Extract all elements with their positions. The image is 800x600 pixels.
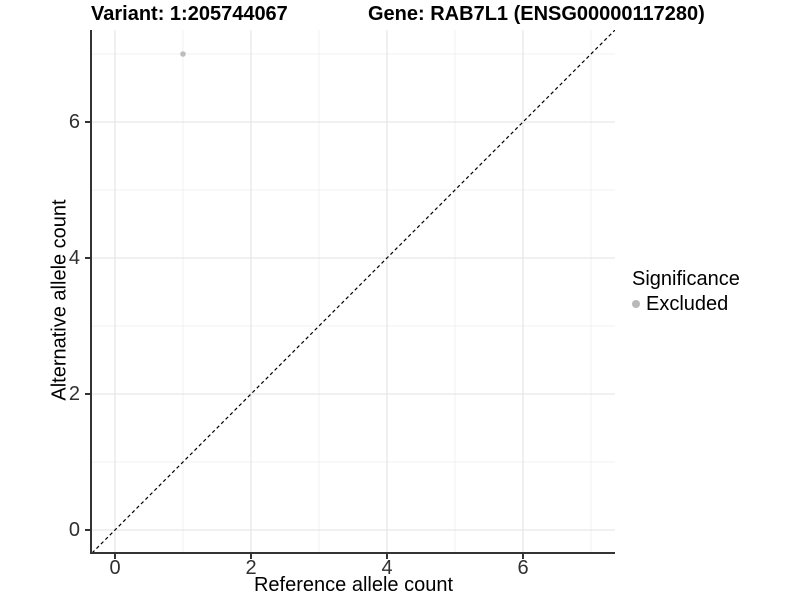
x-tick-mark — [386, 554, 388, 559]
legend-item-label: Excluded — [646, 293, 729, 315]
plot-panel — [91, 29, 616, 554]
legend: Significance Excluded — [632, 268, 740, 315]
data-point-excluded — [180, 51, 186, 57]
y-tick-mark — [85, 529, 90, 531]
y-tick-label: 2 — [68, 383, 80, 405]
y-tick-mark — [85, 257, 90, 259]
x-axis-line — [90, 552, 615, 554]
x-tick-mark — [522, 554, 524, 559]
y-tick-label: 0 — [68, 519, 80, 541]
y-tick-mark — [85, 121, 90, 123]
y-tick-mark — [85, 393, 90, 395]
y-axis-title: Alternative allele count — [48, 199, 71, 401]
plot-title-gene: Gene: RAB7L1 (ENSG00000117280) — [368, 3, 705, 25]
x-axis-title: Reference allele count — [253, 574, 453, 596]
x-tick-label: 2 — [245, 557, 257, 579]
excluded-dot-icon — [632, 300, 640, 308]
major-gridlines — [92, 30, 615, 553]
legend-item-excluded: Excluded — [632, 293, 740, 315]
x-tick-label: 0 — [109, 557, 121, 579]
y-tick-label: 6 — [68, 111, 80, 133]
x-tick-label: 6 — [517, 557, 529, 579]
legend-title: Significance — [632, 268, 740, 290]
plot-title-variant: Variant: 1:205744067 — [91, 3, 288, 25]
x-tick-label: 4 — [381, 557, 393, 579]
x-tick-mark — [250, 554, 252, 559]
y-tick-label: 4 — [68, 247, 80, 269]
plot-canvas — [91, 29, 616, 554]
y-axis-line — [90, 30, 92, 554]
identity-line — [91, 29, 616, 554]
minor-gridlines — [92, 30, 615, 553]
x-tick-mark — [114, 554, 116, 559]
